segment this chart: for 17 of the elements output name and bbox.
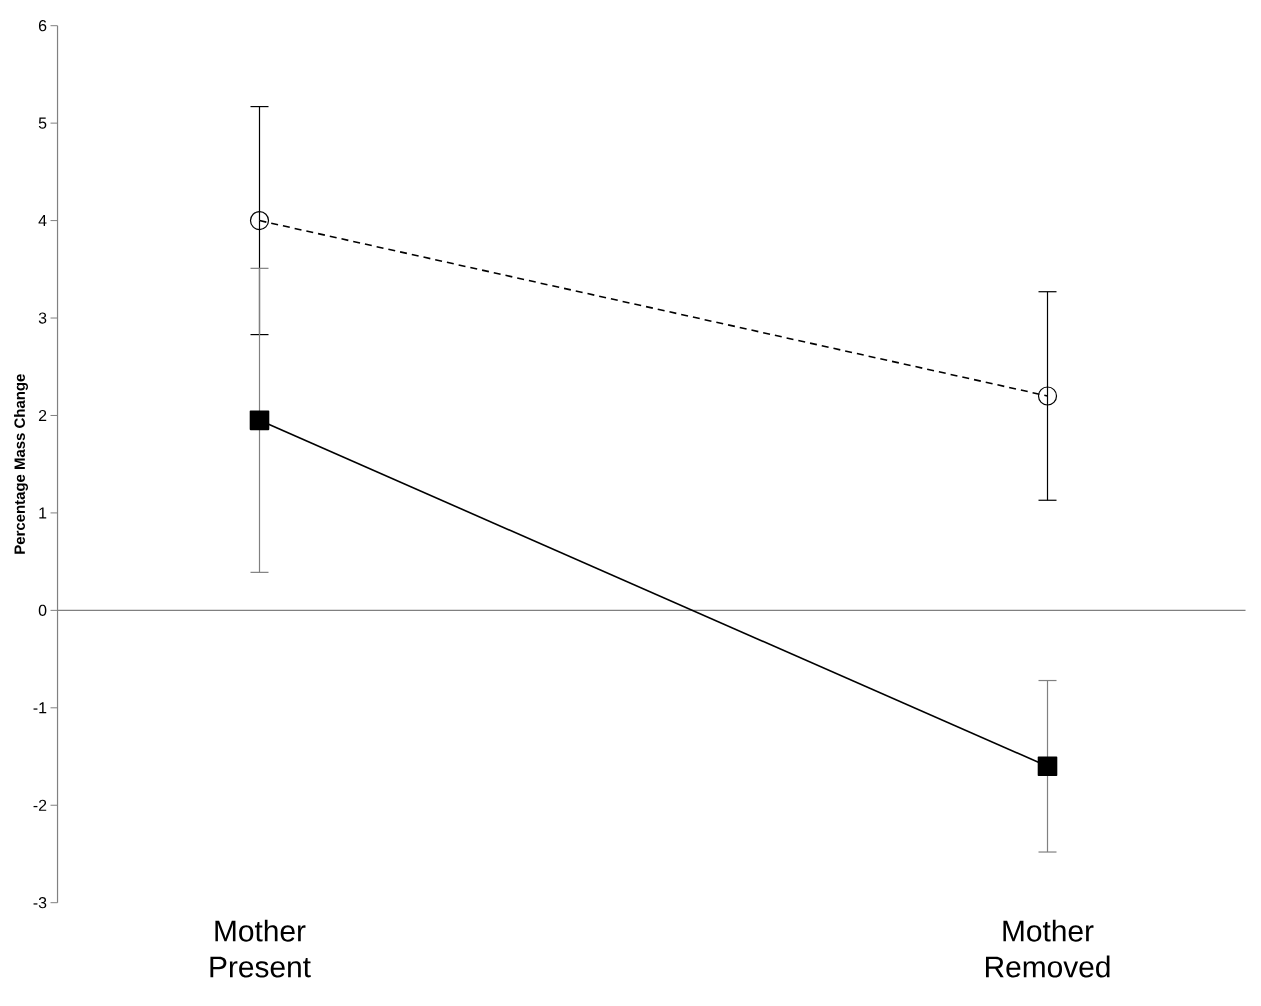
x-tick-label: Mother Present — [210, 919, 311, 978]
y-tick-label: 6 — [38, 20, 47, 32]
point — [1037, 386, 1058, 406]
point — [249, 410, 270, 431]
y-tick-label: 0 — [38, 604, 47, 617]
y-tick-label: -3 — [33, 897, 47, 909]
point — [1037, 756, 1058, 777]
y-tick-label: -2 — [33, 799, 47, 811]
y-tick-label: -1 — [33, 702, 47, 714]
x-tick-label: Mother Removed — [986, 919, 1110, 978]
y-axis-title: Percentage Mass Change — [14, 374, 28, 554]
y-tick-label: 5 — [38, 117, 47, 129]
y-tick-label: 3 — [38, 312, 47, 324]
y-tick-label: 1 — [39, 507, 47, 519]
y-tick-label: 4 — [38, 215, 47, 227]
point — [249, 210, 270, 231]
y-tick-label: 2 — [38, 409, 47, 422]
